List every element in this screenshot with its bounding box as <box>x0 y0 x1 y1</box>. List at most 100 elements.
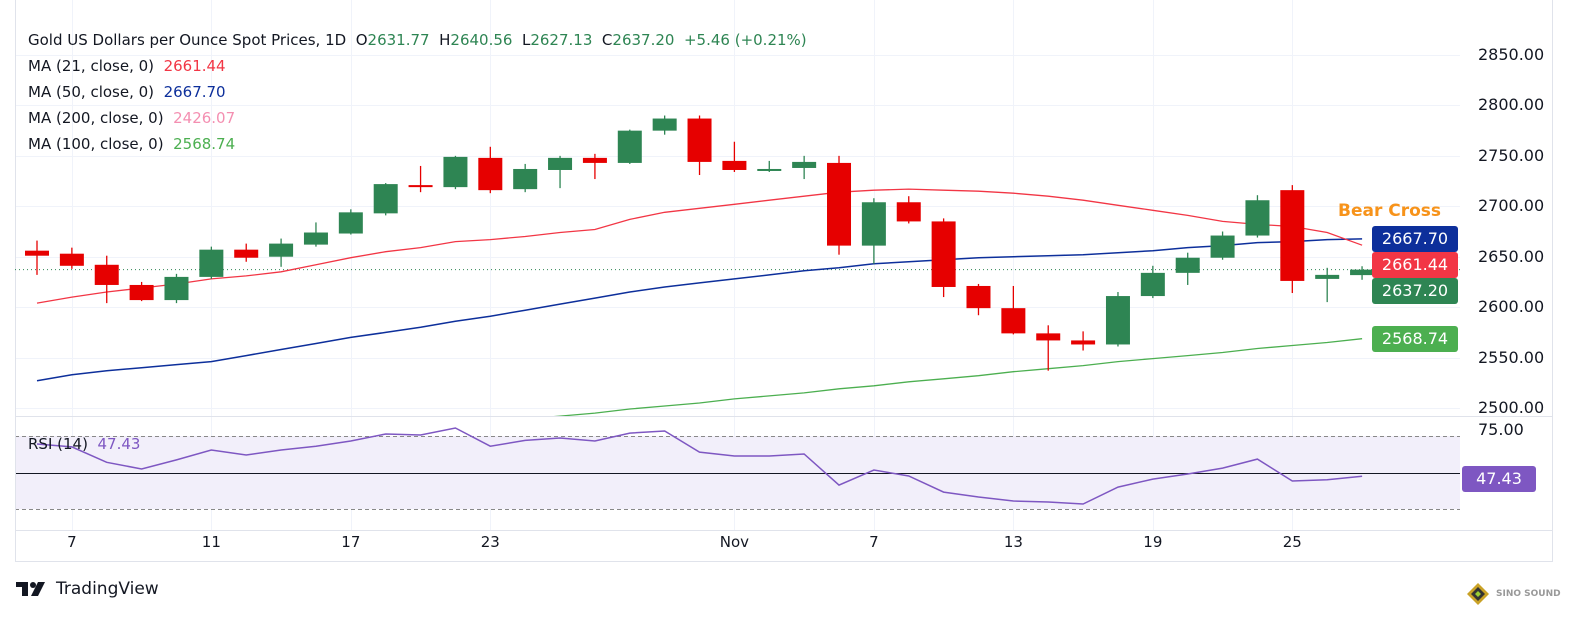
candle <box>1071 331 1096 351</box>
candle <box>269 238 294 267</box>
rsi-label: RSI (14) <box>28 435 88 453</box>
price-badge-ma50: 2667.70 <box>1372 225 1458 252</box>
time-tick-label: 25 <box>1282 533 1302 551</box>
candle <box>687 115 712 176</box>
candle-body <box>164 276 189 301</box>
price-badge-close: 2637.20 <box>1372 277 1458 304</box>
candle-body <box>1315 274 1340 279</box>
candle <box>548 155 573 189</box>
symbol-legend: Gold US Dollars per Ounce Spot Prices, 1… <box>28 30 807 50</box>
candle <box>94 255 119 304</box>
candle-body <box>269 243 294 257</box>
symbol-title: Gold US Dollars per Ounce Spot Prices, 1… <box>28 31 347 49</box>
candle <box>827 155 852 255</box>
rsi-line <box>36 427 1363 505</box>
candle-body <box>59 253 84 266</box>
ma50-value: 2667.70 <box>163 83 226 101</box>
high-label: H <box>439 31 451 49</box>
sino-sound-text: SINO SOUND <box>1496 589 1561 599</box>
candle <box>478 146 503 194</box>
candle <box>373 183 398 216</box>
candle-body <box>687 118 712 162</box>
price-tick-label: 2500.00 <box>1478 398 1545 417</box>
candle <box>199 246 224 279</box>
tradingview-text: TradingView <box>56 579 159 599</box>
time-tick-label: 7 <box>67 533 77 551</box>
candle <box>25 240 49 275</box>
candle-body <box>373 184 398 214</box>
legend-ma21[interactable]: MA (21, close, 0) 2661.44 <box>28 56 226 76</box>
candle <box>1140 265 1165 299</box>
time-tick-label: 11 <box>201 533 221 551</box>
candle <box>1105 292 1130 347</box>
open-value: 2631.77 <box>367 31 430 49</box>
candle-body <box>722 160 747 170</box>
rsi-badge: 47.43 <box>1462 466 1536 492</box>
candle-body <box>303 232 328 245</box>
candle-body <box>1210 235 1235 258</box>
time-tick-label: Nov <box>719 533 750 551</box>
legend-ma200[interactable]: MA (200, close, 0) 2426.07 <box>28 108 235 128</box>
candle-body <box>25 250 49 256</box>
candle <box>129 281 154 302</box>
price-badge-ma21: 2661.44 <box>1372 251 1458 278</box>
ma100-label: MA (100, close, 0) <box>28 135 164 153</box>
candle <box>164 273 189 304</box>
candle <box>966 283 991 316</box>
legend-ma50[interactable]: MA (50, close, 0) 2667.70 <box>28 82 226 102</box>
candle-body <box>792 161 817 168</box>
candle-body <box>199 249 224 277</box>
rsi-band <box>15 436 1460 509</box>
price-tick-label: 2700.00 <box>1478 196 1545 216</box>
price-tick-label: 2750.00 <box>1478 145 1545 165</box>
candle <box>722 141 747 172</box>
price-tick-label: 2550.00 <box>1478 347 1545 367</box>
candle-body <box>966 285 991 309</box>
rsi-axis-label: 75.00 <box>1478 420 1524 439</box>
rsi-levels <box>15 436 1460 510</box>
candle <box>861 198 886 264</box>
candle <box>582 153 607 180</box>
candle <box>757 160 782 172</box>
candle <box>617 129 642 164</box>
rsi-value: 47.43 <box>97 435 141 453</box>
candle-body <box>582 157 607 163</box>
time-tick-label: 17 <box>341 533 361 551</box>
legend-ma100[interactable]: MA (100, close, 0) 2568.74 <box>28 134 235 154</box>
ma200-value: 2426.07 <box>173 109 236 127</box>
candle <box>303 222 328 247</box>
candle <box>896 196 921 224</box>
low-value: 2627.13 <box>530 31 593 49</box>
time-tick-label: 23 <box>480 533 500 551</box>
change-value: +5.46 (+0.21%) <box>683 31 807 49</box>
rsi-legend[interactable]: RSI (14) 47.43 <box>28 434 140 454</box>
candle <box>1315 267 1340 303</box>
candle-body <box>1245 200 1270 236</box>
price-badge-ma100: 2568.74 <box>1372 325 1458 352</box>
close-label: C <box>601 31 613 49</box>
ma100-line <box>553 338 1363 416</box>
ma50-label: MA (50, close, 0) <box>28 83 155 101</box>
tradingview-logo[interactable]: TradingView <box>16 579 159 599</box>
price-tick-label: 2800.00 <box>1478 95 1545 115</box>
open-label: O <box>355 31 368 49</box>
candle <box>338 209 363 235</box>
candle-body <box>896 202 921 222</box>
candle-body <box>1001 308 1026 334</box>
candle-body <box>94 264 119 285</box>
candle-body <box>1350 269 1375 276</box>
candle-body <box>338 212 363 234</box>
candle-body <box>234 249 259 258</box>
candle-body <box>1280 190 1305 281</box>
candle-body <box>1175 257 1200 273</box>
ma50-line <box>36 238 1363 382</box>
chart-frame <box>15 0 1553 562</box>
candle <box>792 155 817 180</box>
candle-body <box>861 202 886 246</box>
candle-body <box>548 157 573 170</box>
sino-sound-logo-icon <box>1467 583 1489 605</box>
price-tick-label: 2850.00 <box>1478 45 1545 64</box>
candle <box>443 155 468 190</box>
bear-cross-annotation: Bear Cross <box>1338 201 1442 221</box>
